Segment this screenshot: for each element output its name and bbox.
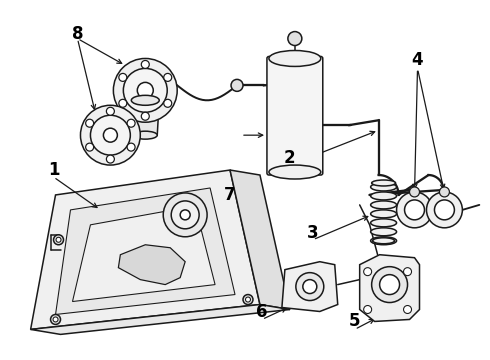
Circle shape — [50, 315, 61, 324]
Circle shape — [141, 60, 149, 68]
Ellipse shape — [133, 131, 157, 139]
Circle shape — [364, 306, 371, 314]
Circle shape — [141, 112, 149, 120]
Circle shape — [410, 187, 419, 197]
Ellipse shape — [269, 50, 321, 67]
Circle shape — [296, 273, 324, 301]
Ellipse shape — [131, 95, 159, 105]
Circle shape — [53, 317, 58, 322]
Polygon shape — [55, 188, 235, 315]
Circle shape — [56, 237, 61, 242]
Circle shape — [80, 105, 140, 165]
Circle shape — [288, 32, 302, 45]
Polygon shape — [30, 305, 290, 334]
Ellipse shape — [372, 238, 394, 244]
Polygon shape — [230, 170, 290, 310]
Circle shape — [137, 82, 153, 98]
Circle shape — [106, 155, 114, 163]
Circle shape — [380, 275, 399, 294]
Polygon shape — [119, 245, 185, 285]
Text: 1: 1 — [48, 161, 59, 179]
Circle shape — [163, 193, 207, 237]
Text: 4: 4 — [412, 51, 423, 69]
Circle shape — [53, 235, 64, 245]
Circle shape — [435, 200, 454, 220]
Circle shape — [86, 143, 94, 151]
Circle shape — [123, 68, 167, 112]
Text: 5: 5 — [349, 312, 361, 330]
Ellipse shape — [269, 165, 321, 179]
Circle shape — [103, 128, 118, 142]
FancyBboxPatch shape — [267, 57, 323, 175]
Text: 7: 7 — [224, 186, 236, 204]
Ellipse shape — [370, 237, 396, 245]
Ellipse shape — [370, 183, 396, 191]
Polygon shape — [30, 170, 260, 329]
Ellipse shape — [370, 219, 396, 227]
Circle shape — [404, 306, 412, 314]
Circle shape — [371, 267, 408, 302]
Circle shape — [113, 58, 177, 122]
Circle shape — [127, 119, 135, 127]
Polygon shape — [360, 255, 419, 321]
Ellipse shape — [371, 180, 395, 186]
Circle shape — [396, 192, 433, 228]
Circle shape — [86, 119, 94, 127]
Ellipse shape — [370, 210, 396, 218]
Circle shape — [245, 297, 250, 302]
Circle shape — [440, 187, 449, 197]
Ellipse shape — [370, 192, 396, 200]
Circle shape — [119, 73, 127, 81]
Ellipse shape — [370, 228, 396, 236]
Polygon shape — [131, 100, 159, 135]
Text: 3: 3 — [307, 224, 318, 242]
Text: 2: 2 — [284, 149, 295, 167]
Circle shape — [164, 99, 171, 107]
Ellipse shape — [370, 201, 396, 209]
Circle shape — [91, 115, 130, 155]
Circle shape — [119, 99, 127, 107]
Circle shape — [164, 73, 171, 81]
Circle shape — [171, 201, 199, 229]
Polygon shape — [73, 206, 215, 302]
Circle shape — [426, 192, 463, 228]
Circle shape — [106, 107, 114, 115]
Circle shape — [180, 210, 190, 220]
Circle shape — [303, 280, 317, 293]
Circle shape — [405, 200, 424, 220]
Circle shape — [404, 268, 412, 276]
Text: 8: 8 — [72, 24, 83, 42]
Circle shape — [243, 294, 253, 305]
Circle shape — [364, 268, 371, 276]
Polygon shape — [282, 262, 338, 311]
Circle shape — [231, 80, 243, 91]
Text: 6: 6 — [256, 303, 268, 321]
Circle shape — [127, 143, 135, 151]
